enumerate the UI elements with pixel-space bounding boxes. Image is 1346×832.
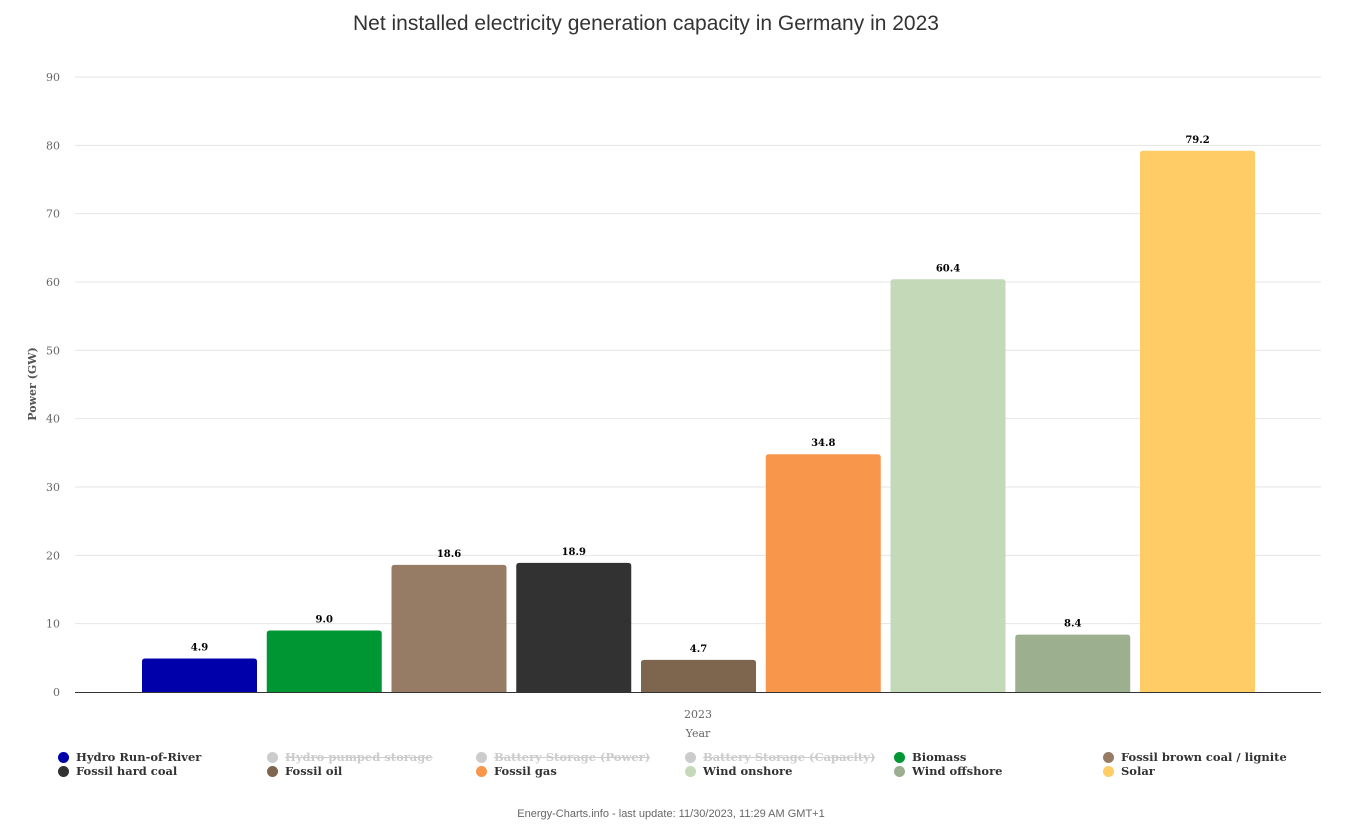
legend-label: Battery Storage (Power) — [494, 750, 651, 764]
data-label: 60.4 — [936, 263, 960, 274]
legend-item[interactable]: Wind offshore — [894, 764, 1103, 778]
data-label: 18.6 — [437, 549, 461, 560]
y-axis-title: Power (GW) — [26, 347, 39, 421]
y-tick-label: 10 — [46, 618, 60, 631]
bar-fossil-brown-coal-lignite[interactable] — [391, 564, 507, 692]
legend-dot-icon — [267, 765, 278, 777]
legend-dot-icon — [476, 751, 487, 763]
legend-dot-icon — [476, 765, 487, 777]
y-axis-ticks: 0 10 20 30 40 50 60 70 80 90 — [46, 71, 60, 699]
legend-item[interactable]: Solar — [1103, 764, 1312, 778]
legend-item[interactable]: Biomass — [894, 750, 1103, 764]
bar-solar[interactable] — [1140, 150, 1255, 693]
legend-label: Solar — [1121, 764, 1155, 778]
x-axis-title: Year — [685, 727, 711, 740]
bar-wind-offshore[interactable] — [1015, 634, 1131, 692]
y-tick-label: 40 — [46, 413, 60, 426]
legend-item[interactable]: Battery Storage (Capacity) — [685, 750, 894, 764]
data-label: 18.9 — [562, 547, 586, 558]
legend-item[interactable]: Hydro pumped storage — [267, 750, 476, 764]
bar-fossil-hard-coal[interactable] — [516, 562, 632, 692]
legend-label: Fossil gas — [494, 764, 557, 778]
legend-dot-icon — [1103, 765, 1114, 777]
data-label: 9.0 — [316, 615, 333, 626]
y-tick-label: 70 — [46, 208, 60, 221]
legend-label: Fossil hard coal — [76, 764, 178, 778]
footer-credit: Energy-Charts.info - last update: 11/30/… — [517, 808, 825, 820]
legend-label: Wind onshore — [703, 764, 793, 778]
legend-label: Fossil brown coal / lignite — [1121, 750, 1287, 764]
legend-dot-icon — [894, 765, 905, 777]
legend-dot-icon — [1103, 751, 1114, 763]
legend-label: Hydro Run-of-River — [76, 750, 202, 764]
gridlines — [75, 76, 1321, 625]
y-tick-label: 0 — [53, 686, 60, 699]
y-tick-label: 50 — [46, 344, 60, 357]
bar-wind-onshore[interactable] — [890, 279, 1006, 692]
bar-fossil-gas[interactable] — [765, 454, 881, 692]
legend-label: Biomass — [912, 750, 967, 764]
legend-item[interactable]: Fossil brown coal / lignite — [1103, 750, 1312, 764]
bars — [142, 150, 1255, 693]
legend-dot-icon — [894, 751, 905, 763]
legend-dot-icon — [58, 751, 69, 763]
legend-dot-icon — [267, 751, 278, 763]
y-tick-label: 30 — [46, 481, 60, 494]
bar-hydro-run-of-river[interactable] — [142, 658, 257, 692]
legend-item[interactable]: Hydro Run-of-River — [58, 750, 267, 764]
legend: Hydro Run-of-River Hydro pumped storage Ba… — [58, 750, 1338, 778]
data-label: 8.4 — [1064, 619, 1081, 630]
data-label: 4.7 — [690, 644, 707, 655]
legend-item[interactable]: Fossil oil — [267, 764, 476, 778]
legend-dot-icon — [58, 765, 69, 777]
data-labels: 4.9 9.0 18.6 18.9 4.7 34.8 60.4 8.4 79.2 — [191, 135, 1210, 655]
bar-biomass[interactable] — [266, 630, 382, 693]
chart-title: Net installed electricity generation cap… — [353, 12, 939, 35]
legend-item[interactable]: Wind onshore — [685, 764, 894, 778]
legend-dot-icon — [685, 751, 696, 763]
legend-item[interactable]: Fossil hard coal — [58, 764, 267, 778]
legend-item[interactable]: Fossil gas — [476, 764, 685, 778]
bar-chart: 0 10 20 30 40 50 60 70 80 90 4.9 9.0 18.6 18.9 4.7 34.… — [26, 71, 1321, 740]
data-label: 4.9 — [191, 643, 208, 654]
y-tick-label: 90 — [46, 71, 60, 84]
y-tick-label: 80 — [46, 139, 60, 152]
legend-dot-icon — [685, 765, 696, 777]
legend-item[interactable]: Battery Storage (Power) — [476, 750, 685, 764]
data-label: 34.8 — [811, 438, 835, 449]
y-tick-label: 20 — [46, 549, 60, 562]
legend-label: Fossil oil — [285, 764, 343, 778]
y-tick-label: 60 — [46, 276, 60, 289]
data-label: 79.2 — [1185, 135, 1209, 146]
bar-fossil-oil[interactable] — [641, 659, 756, 692]
legend-label: Hydro pumped storage — [285, 750, 433, 764]
x-category-label: 2023 — [684, 708, 712, 721]
legend-label: Wind offshore — [912, 764, 1003, 778]
legend-label: Battery Storage (Capacity) — [703, 750, 876, 764]
